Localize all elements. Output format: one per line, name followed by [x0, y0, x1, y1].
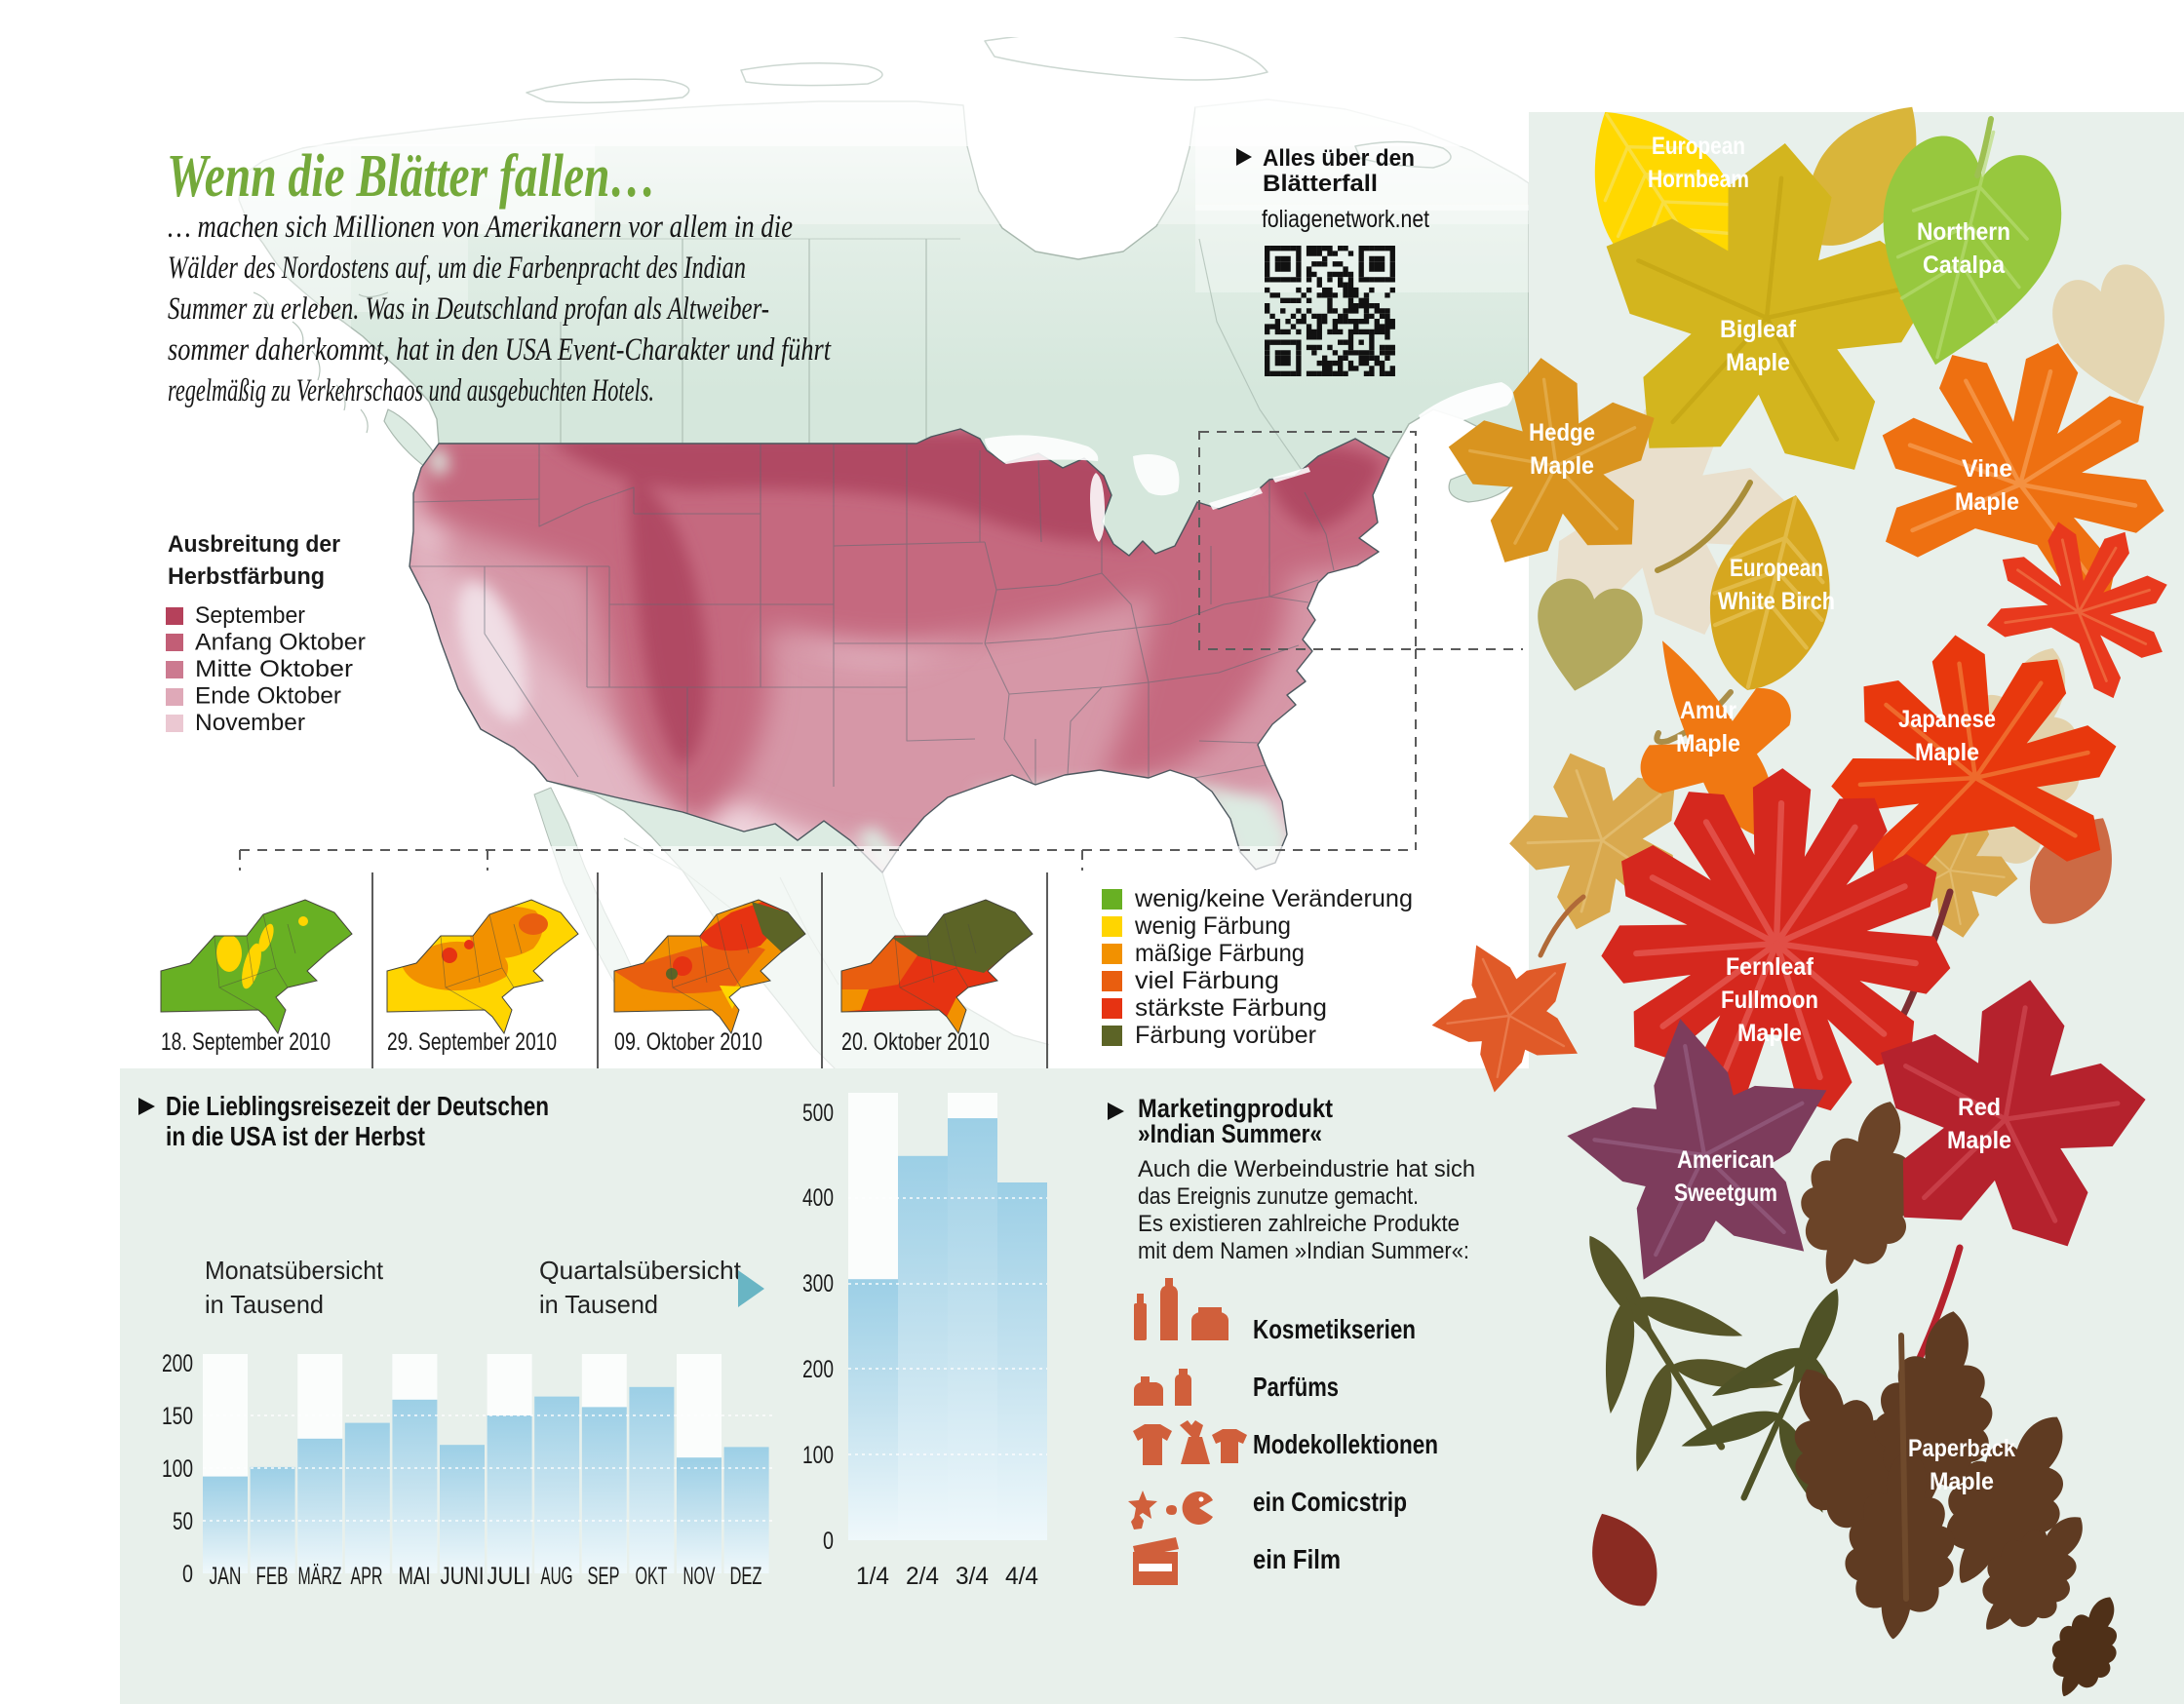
- svg-text:200: 200: [802, 1356, 834, 1383]
- svg-text:mit dem Namen »Indian Summer«:: mit dem Namen »Indian Summer«:: [1138, 1238, 1469, 1264]
- svg-text:stärkste Färbung: stärkste Färbung: [1135, 994, 1327, 1022]
- svg-text:Fullmoon: Fullmoon: [1721, 987, 1818, 1014]
- svg-text:Auch die Werbeindustrie hat si: Auch die Werbeindustrie hat sich: [1138, 1156, 1475, 1182]
- svg-text:Maple: Maple: [1737, 1020, 1802, 1047]
- svg-text:Vine: Vine: [1962, 455, 2012, 483]
- svg-text:Wälder des Nordostens auf, um: Wälder des Nordostens auf, um die Farben…: [168, 251, 746, 286]
- svg-text:foliagenetwork.net: foliagenetwork.net: [1262, 206, 1429, 233]
- svg-text:wenig/keine Veränderung: wenig/keine Veränderung: [1134, 885, 1413, 912]
- svg-text:DEZ: DEZ: [730, 1563, 762, 1590]
- svg-text:Modekollektionen: Modekollektionen: [1253, 1429, 1438, 1459]
- svg-text:European: European: [1652, 133, 1745, 160]
- svg-text:Marketingprodukt: Marketingprodukt: [1138, 1094, 1333, 1123]
- svg-text:300: 300: [802, 1270, 834, 1297]
- svg-text:Maple: Maple: [1530, 452, 1594, 480]
- svg-text:Maple: Maple: [1930, 1468, 1994, 1495]
- svg-text:Die Lieblingsreisezeit der Deu: Die Lieblingsreisezeit der Deutschen: [166, 1091, 549, 1121]
- svg-text:in Tausend: in Tausend: [539, 1290, 658, 1319]
- svg-text:das Ereignis zunutze gemacht.: das Ereignis zunutze gemacht.: [1138, 1183, 1419, 1210]
- svg-text:White Birch: White Birch: [1718, 588, 1835, 615]
- svg-text:wenig Färbung: wenig Färbung: [1134, 912, 1291, 940]
- svg-text:Quartalsübersicht: Quartalsübersicht: [539, 1256, 742, 1285]
- svg-text:September: September: [195, 602, 305, 629]
- svg-text:Maple: Maple: [1947, 1127, 2011, 1154]
- svg-text:American: American: [1677, 1146, 1774, 1174]
- svg-text:MÄRZ: MÄRZ: [298, 1563, 342, 1590]
- svg-text:Mitte Oktober: Mitte Oktober: [195, 656, 353, 682]
- svg-text:Catalpa: Catalpa: [1923, 252, 2006, 279]
- svg-text:2/4: 2/4: [906, 1563, 939, 1590]
- svg-text:OKT: OKT: [636, 1563, 668, 1590]
- svg-text:09. Oktober 2010: 09. Oktober 2010: [614, 1028, 762, 1056]
- svg-text:mäßige Färbung: mäßige Färbung: [1135, 940, 1305, 967]
- svg-text:in die USA ist der Herbst: in die USA ist der Herbst: [166, 1121, 425, 1151]
- svg-text:3/4: 3/4: [956, 1563, 989, 1590]
- svg-text:Fernleaf: Fernleaf: [1726, 953, 1814, 981]
- svg-text:Bigleaf: Bigleaf: [1720, 316, 1797, 343]
- svg-text:150: 150: [162, 1403, 193, 1430]
- svg-text:Monatsübersicht: Monatsübersicht: [205, 1256, 384, 1285]
- svg-text:FEB: FEB: [256, 1563, 289, 1590]
- svg-text:Summer zu erleben. Was in Deut: Summer zu erleben. Was in Deutschland pr…: [168, 291, 769, 327]
- svg-text:APR: APR: [351, 1563, 383, 1590]
- svg-text:200: 200: [162, 1350, 193, 1377]
- svg-text:Wenn die Blätter fallen…: Wenn die Blätter fallen…: [167, 143, 656, 210]
- svg-text:1/4: 1/4: [856, 1563, 889, 1590]
- svg-text:Parfüms: Parfüms: [1253, 1372, 1339, 1402]
- svg-text:Ende Oktober: Ende Oktober: [195, 683, 341, 710]
- svg-text:500: 500: [802, 1100, 834, 1127]
- svg-text:JUNI: JUNI: [441, 1563, 485, 1590]
- svg-text:Blätterfall: Blätterfall: [1263, 171, 1378, 197]
- svg-text:Paperback: Paperback: [1908, 1435, 2015, 1462]
- svg-text:MAI: MAI: [399, 1563, 431, 1590]
- svg-text:Es existieren zahlreiche Produ: Es existieren zahlreiche Produkte: [1138, 1211, 1460, 1237]
- svg-text:100: 100: [802, 1442, 834, 1469]
- svg-text:100: 100: [162, 1455, 193, 1483]
- svg-text:Maple: Maple: [1676, 730, 1740, 757]
- svg-text:Maple: Maple: [1726, 349, 1790, 376]
- svg-text:Ausbreitung der: Ausbreitung der: [168, 531, 340, 558]
- svg-text:Färbung vorüber: Färbung vorüber: [1135, 1022, 1316, 1049]
- svg-text:sommer daherkommt, hat in den: sommer daherkommt, hat in den USA Event-…: [168, 332, 832, 368]
- svg-text:Hedge: Hedge: [1529, 419, 1595, 446]
- svg-text:0: 0: [182, 1561, 193, 1588]
- svg-text:ein Film: ein Film: [1253, 1544, 1341, 1574]
- svg-text:400: 400: [802, 1184, 834, 1212]
- svg-text:Maple: Maple: [1915, 739, 1979, 766]
- svg-text:JULI: JULI: [488, 1563, 531, 1590]
- svg-text:Northern: Northern: [1917, 218, 2010, 246]
- svg-text:regelmäßig zu Verkehrschaos un: regelmäßig zu Verkehrschaos und ausgebuc…: [168, 373, 654, 408]
- svg-text:0: 0: [823, 1528, 834, 1555]
- svg-text:… machen sich Millionen von Am: … machen sich Millionen von Amerikanern …: [168, 210, 793, 245]
- svg-text:Maple: Maple: [1955, 488, 2019, 516]
- svg-text:ein Comicstrip: ein Comicstrip: [1253, 1487, 1407, 1517]
- svg-text:Sweetgum: Sweetgum: [1674, 1180, 1777, 1207]
- svg-text:European: European: [1730, 555, 1823, 582]
- svg-text:Anfang Oktober: Anfang Oktober: [195, 630, 366, 656]
- svg-text:Hornbeam: Hornbeam: [1648, 166, 1749, 193]
- svg-text:AUG: AUG: [541, 1563, 573, 1590]
- svg-text:in Tausend: in Tausend: [205, 1290, 324, 1319]
- svg-text:NOV: NOV: [683, 1563, 716, 1590]
- svg-text:Japanese: Japanese: [1898, 706, 1996, 733]
- svg-text:20. Oktober 2010: 20. Oktober 2010: [841, 1028, 990, 1056]
- svg-text:29. September 2010: 29. September 2010: [387, 1028, 557, 1056]
- svg-text:»Indian Summer«: »Indian Summer«: [1138, 1119, 1322, 1148]
- svg-text:4/4: 4/4: [1005, 1563, 1038, 1590]
- svg-text:SEP: SEP: [588, 1563, 620, 1590]
- svg-text:Amur: Amur: [1680, 697, 1736, 724]
- svg-text:Kosmetikserien: Kosmetikserien: [1253, 1314, 1416, 1344]
- svg-text:viel Färbung: viel Färbung: [1135, 967, 1279, 994]
- svg-text:November: November: [195, 710, 305, 736]
- svg-text:Red: Red: [1958, 1094, 2001, 1121]
- svg-text:Herbstfärbung: Herbstfärbung: [168, 563, 325, 590]
- svg-text:18. September 2010: 18. September 2010: [161, 1028, 331, 1056]
- svg-text:50: 50: [173, 1508, 193, 1535]
- svg-text:Alles über den: Alles über den: [1263, 145, 1415, 172]
- svg-text:JAN: JAN: [210, 1563, 242, 1590]
